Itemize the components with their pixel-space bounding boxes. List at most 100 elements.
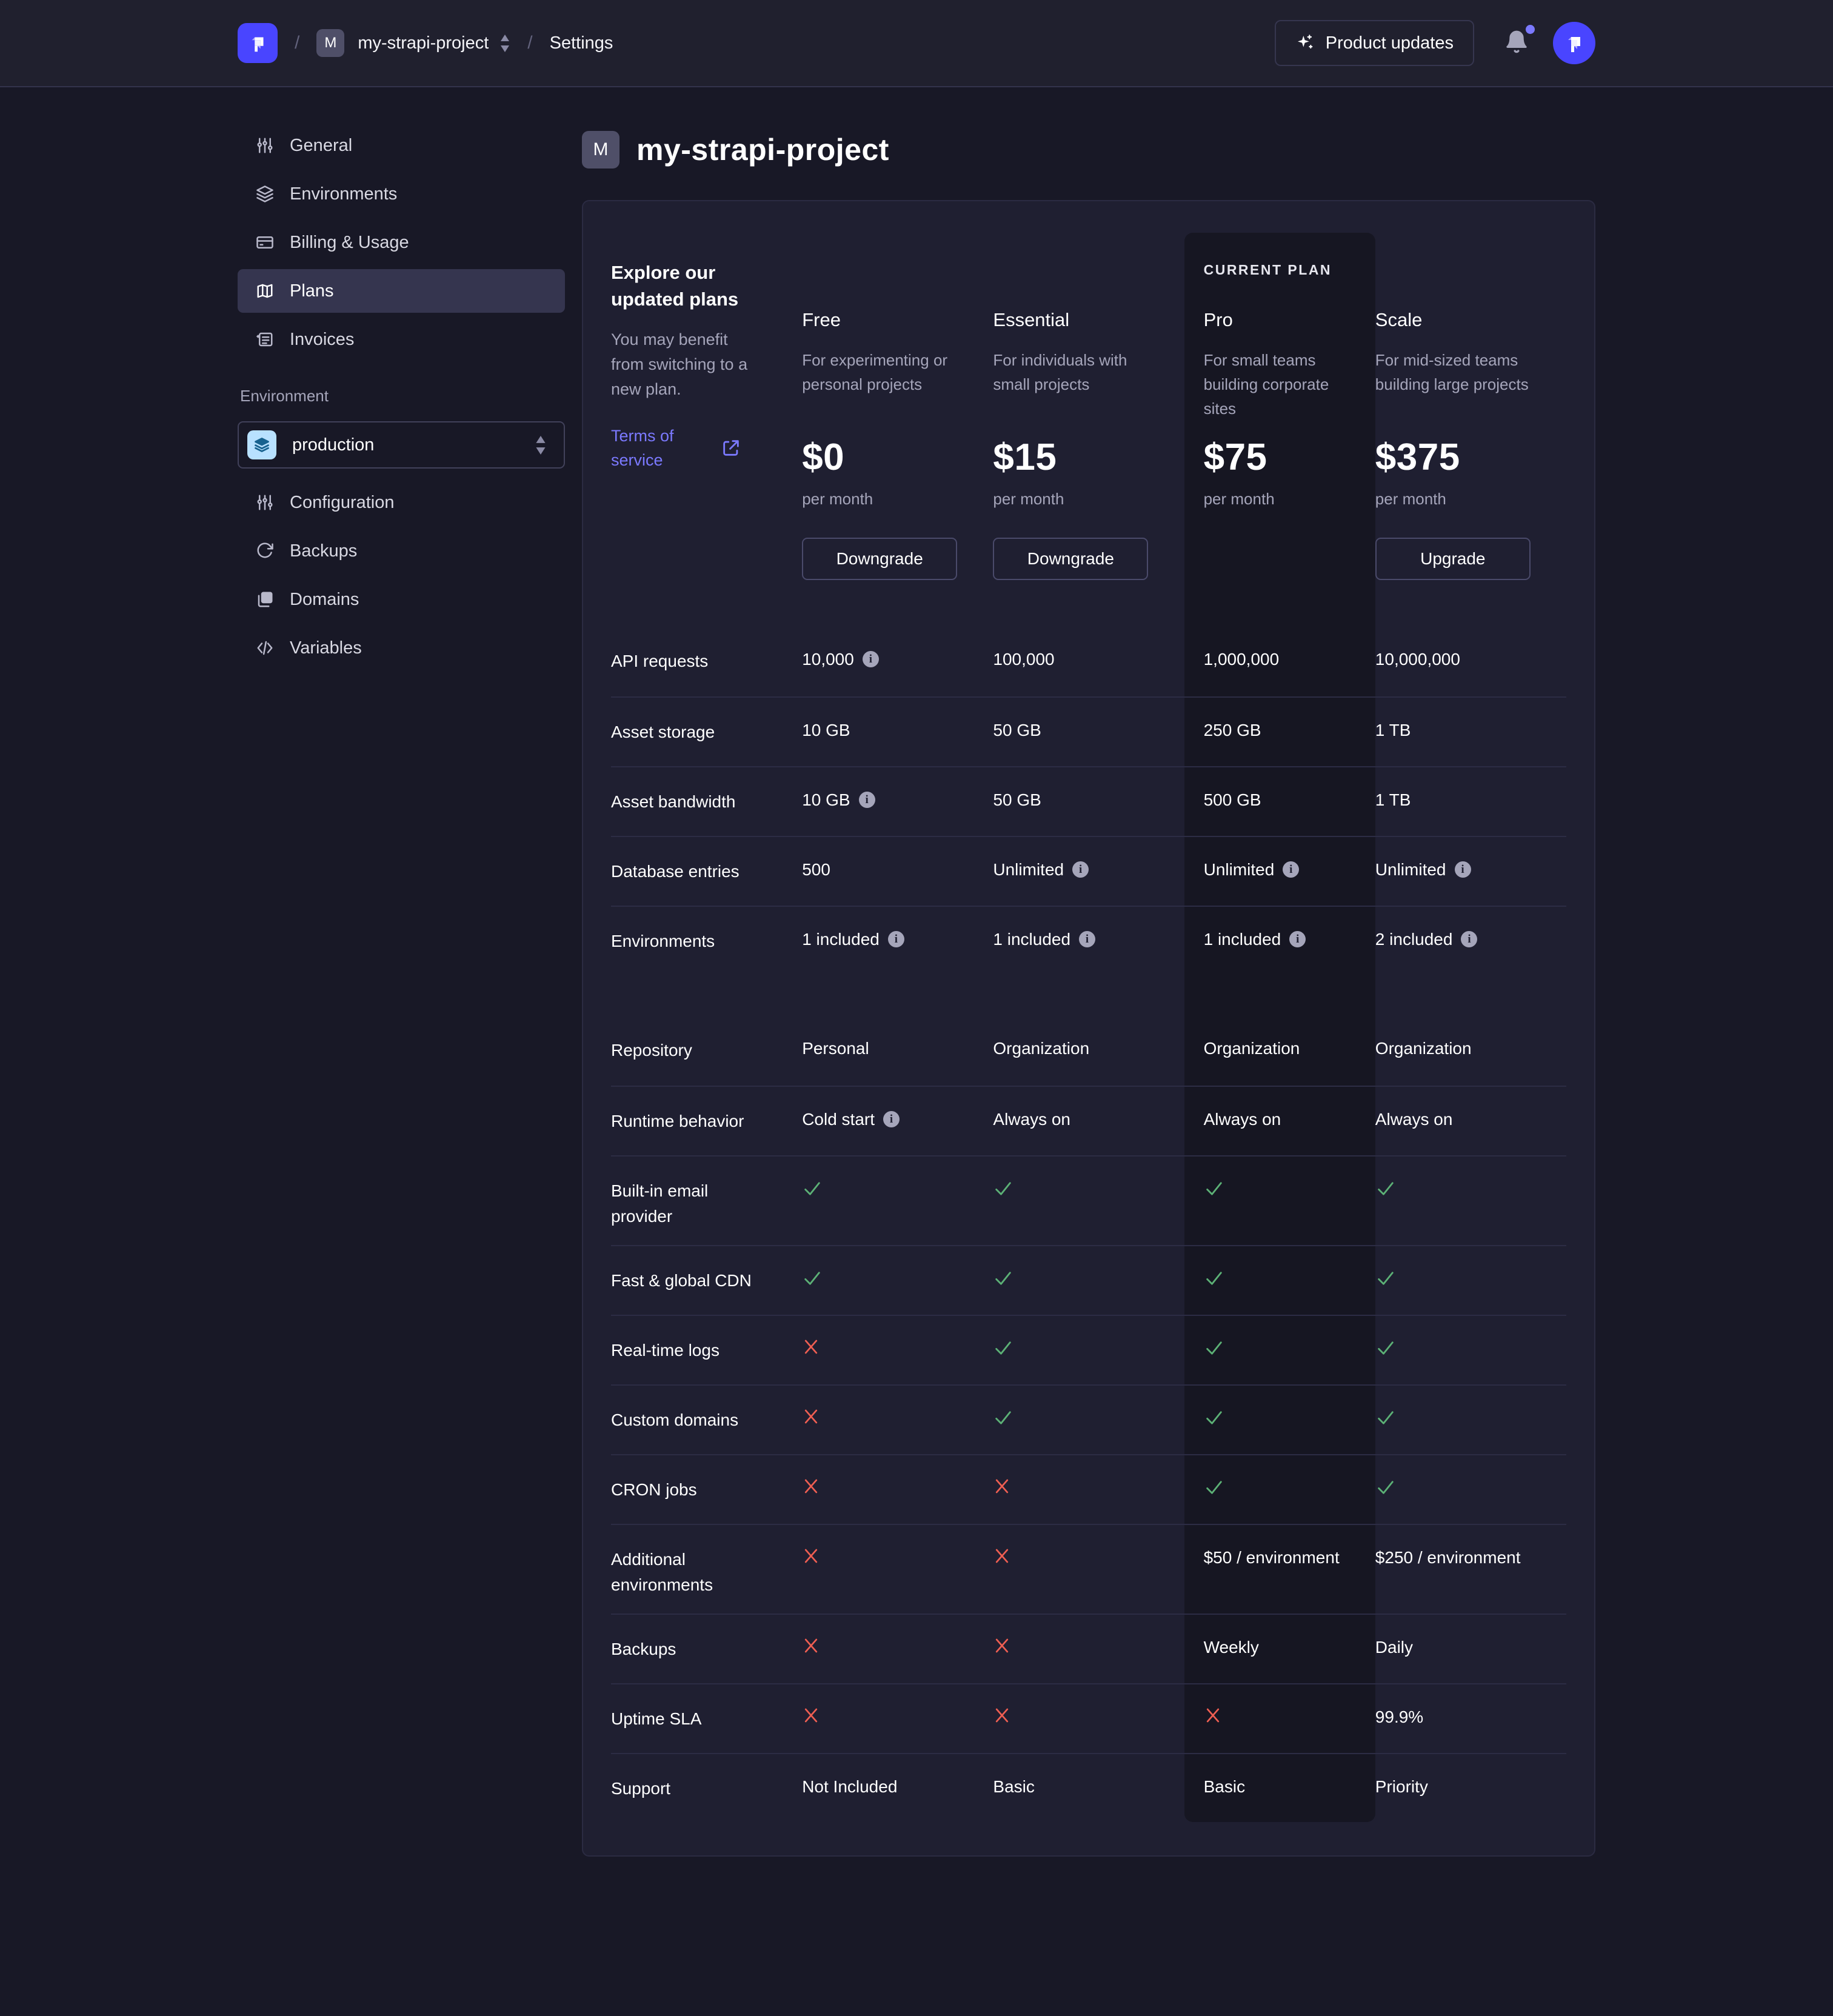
downgrade-button[interactable]: Downgrade [802,538,958,580]
feature-value-cell: Organization [1184,1038,1375,1086]
sidebar-item-backups[interactable]: Backups [238,529,565,573]
environment-icon [247,430,276,459]
info-icon[interactable]: i [1072,861,1089,878]
plan-description: For experimenting or personal projects [802,351,948,393]
info-icon[interactable]: i [862,651,879,667]
downgrade-button[interactable]: Downgrade [993,538,1149,580]
check-icon [995,1411,1012,1424]
feature-label: Backups [611,1640,676,1658]
feature-value-cell [1184,1706,1375,1753]
feature-value-cell [993,1477,1184,1524]
feature-row: Asset bandwidth 10 GB i 50 GB 500 GB 1 TB [611,766,1566,836]
feature-value: Always on [993,1110,1071,1129]
feature-value-cell: 2 included i [1375,929,1566,1016]
feature-value: 100,000 [993,650,1055,669]
feature-value-cell: 1 included i [1184,929,1375,1016]
environment-select-chevrons-icon [535,435,547,455]
info-icon[interactable]: i [1079,931,1096,947]
project-switcher-icon[interactable] [499,34,510,52]
check-icon [1206,1341,1222,1355]
sidebar-item-label: Invoices [290,329,355,349]
info-icon[interactable]: i [1461,931,1478,947]
info-icon[interactable]: i [1289,931,1306,947]
environment-select[interactable]: production [238,421,565,469]
feature-value-cell: Organization [1375,1038,1566,1086]
sidebar-item-plans[interactable]: Plans [238,269,565,313]
check-icon [1206,1411,1222,1424]
sidebar-item-domains[interactable]: Domains [238,578,565,621]
map-icon [257,284,273,298]
feature-value-cell: Unlimited i [993,859,1184,906]
check-icon [804,1272,820,1285]
upgrade-button[interactable]: Upgrade [1375,538,1531,580]
plan-price: $15 [993,436,1057,478]
feature-value-cell [802,1407,993,1454]
feature-value: 1 TB [1375,790,1411,809]
feature-value-cell: Basic [993,1776,1184,1855]
sidebar-item-configuration[interactable]: Configuration [238,481,565,524]
feature-value-cell: 500 GB [1184,789,1375,836]
feature-row: Environments 1 included i 1 included i 1 incl… [611,906,1566,1016]
feature-value-cell [993,1268,1184,1315]
cross-icon [805,1409,818,1424]
refresh-icon [257,542,273,558]
cross-icon [805,1549,818,1563]
feature-value-cell [802,1547,993,1614]
feature-row: Additional environments $50 / environment… [611,1524,1566,1614]
breadcrumb: / M my-strapi-project / Settings [238,23,613,63]
feature-value: Organization [1203,1039,1300,1058]
plan-column-pro: Pro For small teams building corporate s… [1184,201,1375,627]
feature-row: Uptime SLA 99.9% [611,1683,1566,1753]
page-title: my-strapi-project [636,133,889,167]
feature-row: Built-in email provider [611,1155,1566,1245]
breadcrumb-project-name[interactable]: my-strapi-project [358,33,489,53]
info-icon[interactable]: i [1454,861,1471,878]
topbar-actions: Product updates [1274,20,1595,66]
feature-value: 1 included [802,930,880,949]
feature-value-cell [1375,1178,1566,1245]
feature-value: Always on [1375,1110,1453,1129]
plans-intro: Explore our updated plans You may benefi… [611,201,802,627]
feature-value-cell: Always on [1375,1109,1566,1155]
feature-value-cell: Always on [993,1109,1184,1155]
strapi-logo[interactable] [238,23,278,63]
bell-icon [1506,30,1527,53]
sidebar-item-invoices[interactable]: Invoices [238,318,565,361]
external-link-icon[interactable] [721,438,741,458]
plan-period: per month [802,490,873,508]
info-icon[interactable]: i [858,792,875,808]
info-icon[interactable]: i [883,1111,900,1127]
topbar: / M my-strapi-project / Settings Product… [0,0,1833,87]
environment-select-value: production [292,435,375,455]
info-icon[interactable]: i [887,931,904,947]
feature-value-cell [1375,1268,1566,1315]
current-plan-label: CURRENT PLAN [1203,262,1332,278]
product-updates-button[interactable]: Product updates [1274,20,1474,66]
feature-value: Cold start [802,1110,875,1129]
feature-value-cell [993,1407,1184,1454]
sidebar-item-general[interactable]: General [238,124,565,167]
feature-row: CRON jobs [611,1454,1566,1524]
cross-icon [1206,1708,1219,1723]
sidebar-item-variables[interactable]: Variables [238,626,565,670]
plan-column-scale: Scale For mid-sized teams building large… [1375,201,1566,627]
sidebar-item-environments[interactable]: Environments [238,172,565,216]
sidebar-item-billing[interactable]: Billing & Usage [238,221,565,264]
feature-label: Runtime behavior [611,1112,744,1130]
feature-value-cell: 1 included i [993,929,1184,1016]
feature-row: Backups Weekly Daily [611,1614,1566,1683]
terms-of-service-link[interactable]: Terms of service [611,427,674,469]
feature-value-cell: 10 GB i [802,789,993,836]
feature-value: Daily [1375,1638,1414,1657]
breadcrumb-separator: / [527,33,533,53]
feature-value-cell [993,1637,1184,1683]
avatar[interactable] [1553,22,1595,64]
info-icon[interactable]: i [1283,861,1300,878]
sidebar-item-label: Configuration [290,492,395,512]
feature-value: 250 GB [1203,721,1261,739]
feature-value: $50 / environment [1203,1548,1340,1567]
notifications-button[interactable] [1504,24,1535,57]
sidebar-item-label: General [290,135,353,155]
feature-value-cell [1184,1338,1375,1384]
feature-value-cell: 99.9% [1375,1706,1566,1753]
